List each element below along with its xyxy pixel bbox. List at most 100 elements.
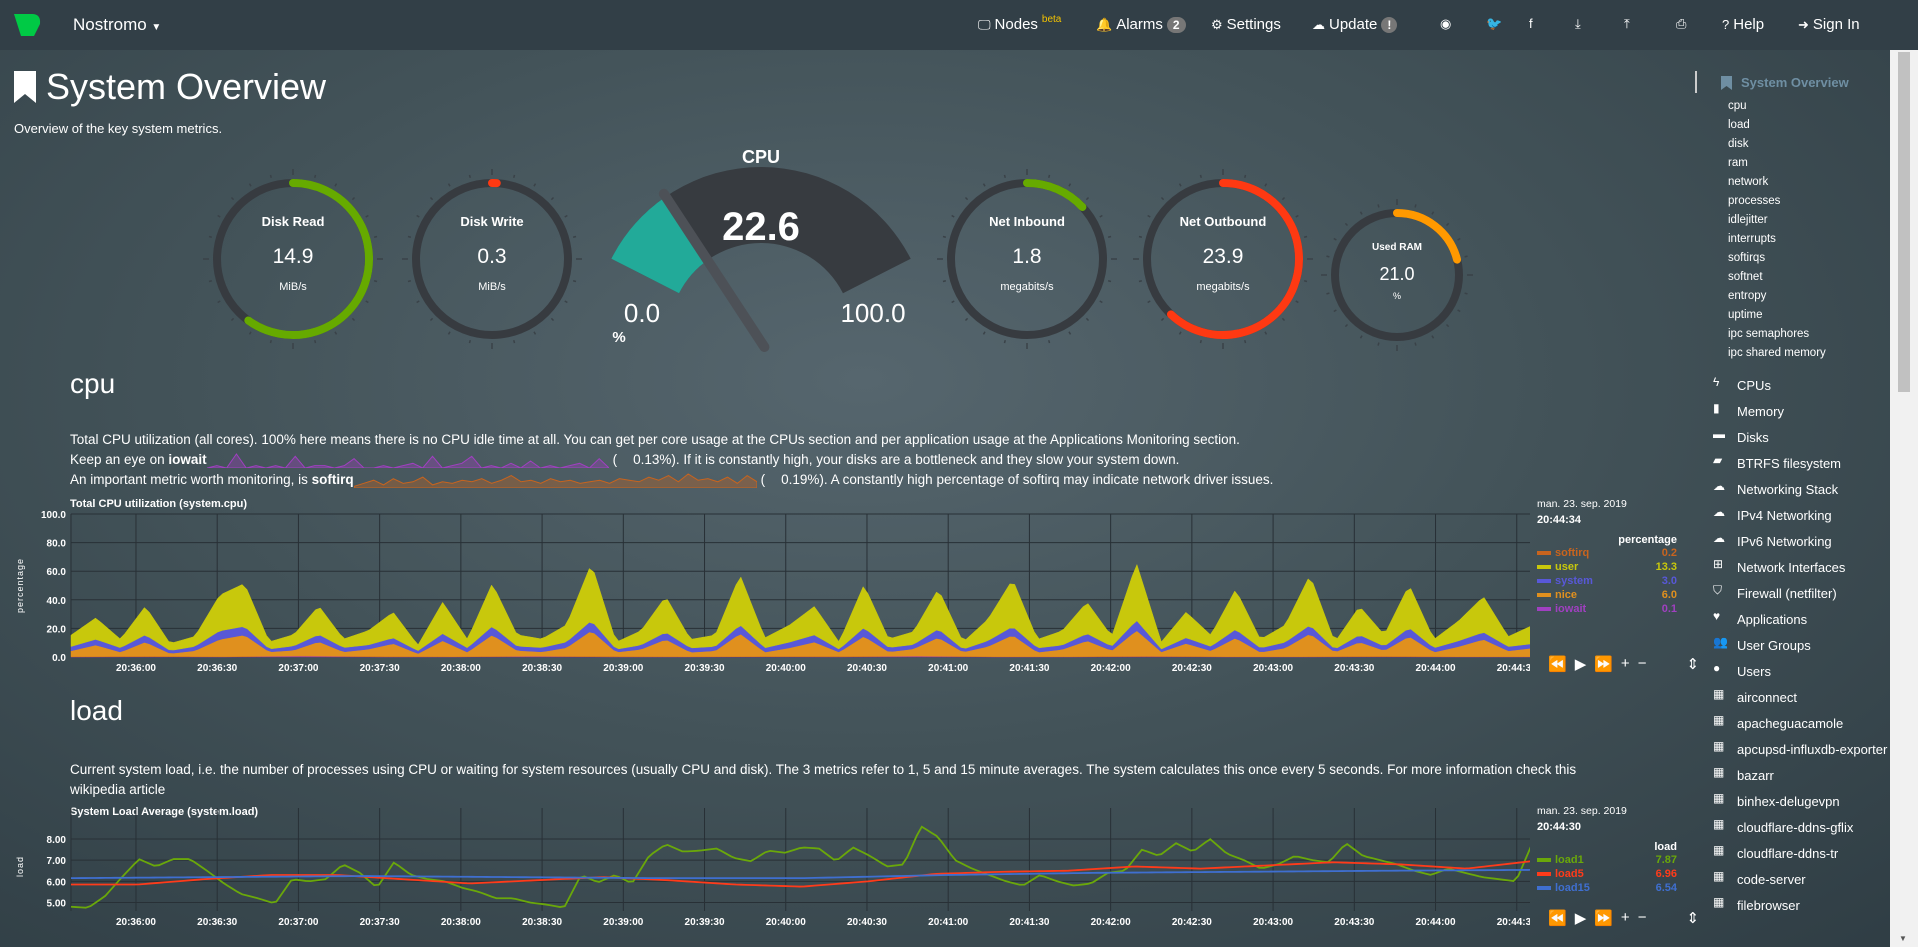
sidebar-subitem-idlejitter[interactable]: idlejitter: [1728, 214, 1768, 226]
sidebar-item-bazarr[interactable]: ▦ bazarr: [1713, 763, 1888, 789]
host-menu[interactable]: Nostromo ▼: [73, 15, 161, 35]
sidebar-subitem-cpu[interactable]: cpu: [1728, 100, 1747, 112]
grid-icon: ▦: [1713, 687, 1725, 701]
sidebar-item-airconnect[interactable]: ▦ airconnect: [1713, 685, 1888, 711]
nav-download-button[interactable]: ⤓: [1575, 16, 1581, 32]
zoom-out-button[interactable]: −: [1637, 909, 1647, 926]
gauge-disk-write[interactable]: [402, 169, 582, 349]
gauge-tick: [1244, 174, 1247, 179]
sidebar-item-user-groups[interactable]: 👥 User Groups: [1713, 633, 1888, 659]
sidebar-item-memory[interactable]: ▮ Memory: [1713, 399, 1888, 425]
sidebar-subitem-softnet[interactable]: softnet: [1728, 271, 1763, 283]
sidebar-subitem-uptime[interactable]: uptime: [1728, 309, 1763, 321]
legend-item-load1[interactable]: load1 7.87: [1537, 853, 1677, 867]
scrollbar[interactable]: ▼: [1890, 50, 1918, 947]
sidebar-subitem-network[interactable]: network: [1728, 176, 1769, 188]
sidebar-item-btrfs-filesystem[interactable]: ▰ BTRFS filesystem: [1713, 451, 1888, 477]
gauge-tick: [964, 317, 969, 322]
sidebar-subitem-softirqs[interactable]: softirqs: [1728, 252, 1766, 264]
sidebar-subitem-disk[interactable]: disk: [1728, 138, 1749, 150]
gauge-tick: [208, 280, 213, 283]
pan-right-button[interactable]: ⏩: [1594, 656, 1613, 673]
zoom-out-button[interactable]: −: [1637, 655, 1647, 672]
pan-left-button[interactable]: ⏪: [1548, 910, 1567, 927]
gauge-used-ram[interactable]: [1321, 199, 1473, 351]
softirq-sparkline[interactable]: [353, 472, 757, 488]
sidebar-item-ipv4-networking[interactable]: ☁ IPv4 Networking: [1713, 503, 1888, 529]
sidebar-item-networking-stack[interactable]: ☁ Networking Stack: [1713, 477, 1888, 503]
gauge-unit: MiB/s: [478, 281, 506, 293]
sidebar-item-network-interfaces[interactable]: ⊞ Network Interfaces: [1713, 555, 1888, 581]
cpu-chart[interactable]: 0.0 20.0 40.0 60.0 80.0 100.0 20:36:00 20:36:30…: [0, 500, 1530, 680]
sidebar-subitem-interrupts[interactable]: interrupts: [1728, 233, 1776, 245]
scrollbar-thumb[interactable]: [1898, 52, 1910, 392]
sidebar-item-apacheguacamole[interactable]: ▦ apacheguacamole: [1713, 711, 1888, 737]
sidebar-item-cloudflare-ddns-gflix[interactable]: ▦ cloudflare-ddns-gflix: [1713, 815, 1888, 841]
cpu-gauge-unit: %: [612, 329, 626, 346]
sidebar-item-ipv6-networking[interactable]: ☁ IPv6 Networking: [1713, 529, 1888, 555]
nav-nodes-button[interactable]: 🖵 Nodes beta: [978, 14, 1061, 33]
legend-item-load15[interactable]: load15 6.54: [1537, 881, 1677, 895]
nav-settings-button[interactable]: ⚙ Settings: [1211, 16, 1281, 33]
sidebar-subitem-processes[interactable]: processes: [1728, 195, 1781, 207]
zoom-in-button[interactable]: +: [1620, 655, 1630, 672]
scroll-down-icon[interactable]: ▼: [1899, 934, 1907, 943]
sidebar-subitem-entropy[interactable]: entropy: [1728, 290, 1767, 302]
netdata-logo[interactable]: [12, 12, 42, 38]
resize-handle[interactable]: ⇕: [1686, 656, 1700, 673]
nav-alarms-button[interactable]: 🔔 Alarms 2: [1096, 16, 1186, 33]
legend-unit: load: [1654, 841, 1677, 853]
sidebar-subitem-load[interactable]: load: [1728, 119, 1750, 131]
play-button[interactable]: ▶: [1574, 910, 1587, 927]
gauge-title: Disk Write: [460, 214, 524, 229]
load-chart[interactable]: 5.00 6.00 7.00 8.00 20:36:00 20:36:30 20:37:00…: [0, 808, 1530, 928]
sidebar-item-binhex-delugevpn[interactable]: ▦ binhex-delugevpn: [1713, 789, 1888, 815]
legend-item-nice[interactable]: nice 6.0: [1537, 588, 1677, 602]
legend-name: nice: [1555, 589, 1578, 601]
legend-item-system[interactable]: system 3.0: [1537, 574, 1677, 588]
sidebar-item-filebrowser[interactable]: ▦ filebrowser: [1713, 893, 1888, 919]
sidebar-subitem-ram[interactable]: ram: [1728, 157, 1748, 169]
sidebar-item-code-server[interactable]: ▦ code-server: [1713, 867, 1888, 893]
sidebar-item-system-overview[interactable]: System Overview: [1721, 75, 1849, 90]
nav-print-button[interactable]: ⎙: [1676, 16, 1686, 32]
sidebar-subitem-ipc-semaphores[interactable]: ipc semaphores: [1728, 328, 1810, 340]
sidebar-item-firewall-netfilter-[interactable]: ⛉ Firewall (netfilter): [1713, 581, 1888, 607]
page-title: System Overview: [14, 66, 326, 108]
text: (: [612, 452, 618, 467]
gauge-value: 1.8: [1012, 245, 1042, 268]
sidebar-item-cpus[interactable]: ϟ CPUs: [1713, 373, 1888, 399]
play-button[interactable]: ▶: [1574, 656, 1587, 673]
sidebar-item-users[interactable]: ● Users: [1713, 659, 1888, 685]
gauge-net-outbound[interactable]: [1133, 169, 1313, 349]
gauge-tick: [1099, 300, 1103, 304]
zoom-in-button[interactable]: +: [1620, 909, 1630, 926]
legend-item-iowait[interactable]: iowait 0.1: [1537, 602, 1677, 616]
legend-unit: percentage: [1618, 534, 1677, 546]
cpu-gauge[interactable]: [611, 167, 911, 352]
gauge-unit: MiB/s: [279, 281, 307, 293]
pan-left-button[interactable]: ⏪: [1548, 656, 1567, 673]
nav-update-button[interactable]: ☁ Update!: [1312, 16, 1398, 33]
gauge-net-inbound[interactable]: [937, 169, 1117, 349]
nav-github-button[interactable]: ◉: [1440, 16, 1451, 32]
legend-item-softirq[interactable]: softirq 0.2: [1537, 546, 1677, 560]
sidebar-item-applications[interactable]: ♥ Applications: [1713, 607, 1888, 633]
sidebar-item-apcupsd-influxdb-exporter[interactable]: ▦ apcupsd-influxdb-exporter: [1713, 737, 1888, 763]
resize-handle[interactable]: ⇕: [1686, 910, 1700, 927]
legend-item-user[interactable]: user 13.3: [1537, 560, 1677, 574]
iowait-sparkline[interactable]: [206, 452, 609, 468]
legend-item-load5[interactable]: load5 6.96: [1537, 867, 1677, 881]
nav-facebook-button[interactable]: f: [1529, 16, 1533, 31]
sidebar-label: cloudflare-ddns-gflix: [1737, 820, 1854, 835]
sidebar-item-cloudflare-ddns-tr[interactable]: ▦ cloudflare-ddns-tr: [1713, 841, 1888, 867]
nav-help-button[interactable]: ? Help: [1722, 16, 1764, 33]
gauge-disk-read[interactable]: [203, 169, 383, 349]
pan-right-button[interactable]: ⏩: [1594, 910, 1613, 927]
sidebar-item-disks[interactable]: ▬ Disks: [1713, 425, 1888, 451]
wikipedia-link[interactable]: wikipedia article: [70, 782, 166, 797]
nav-upload-button[interactable]: ⤒: [1624, 16, 1630, 32]
sidebar-subitem-ipc-shared-memory[interactable]: ipc shared memory: [1728, 347, 1826, 359]
nav-twitter-button[interactable]: 🐦: [1486, 16, 1502, 32]
nav-sign-in-button[interactable]: ➜ Sign In: [1798, 16, 1860, 33]
